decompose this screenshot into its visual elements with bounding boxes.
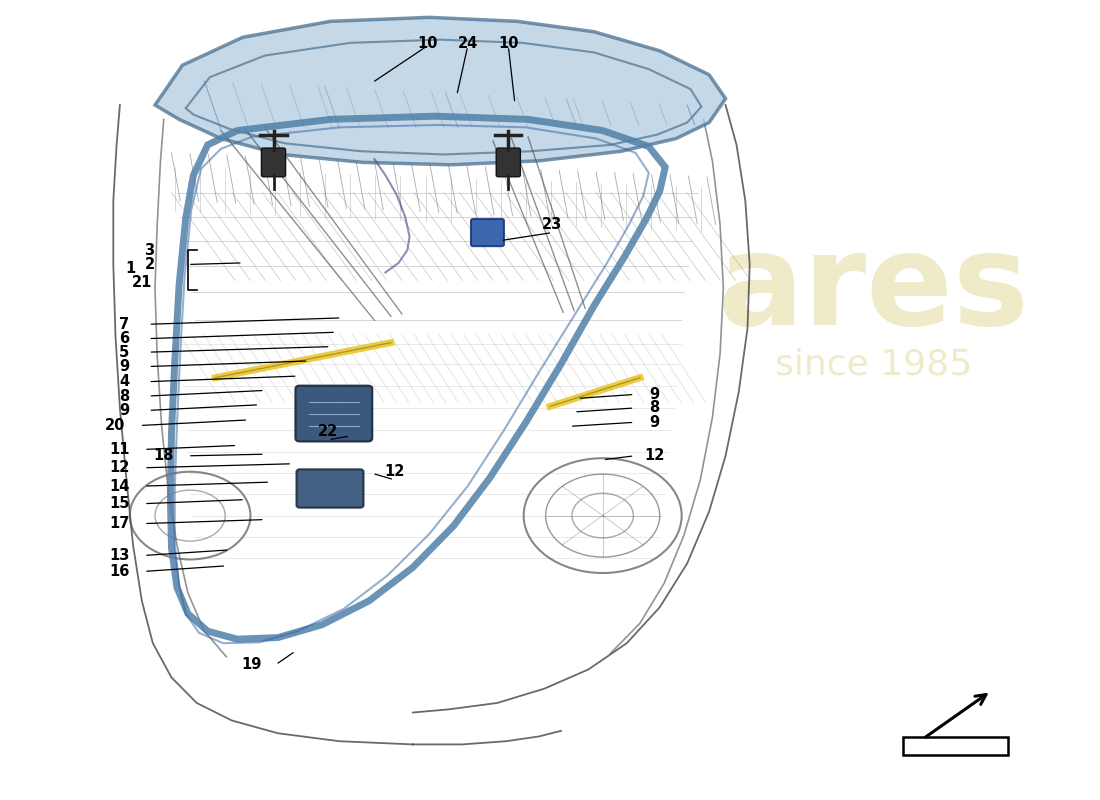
Text: 9: 9	[649, 387, 659, 402]
FancyBboxPatch shape	[262, 148, 286, 177]
Text: 7: 7	[119, 317, 130, 332]
FancyBboxPatch shape	[297, 470, 363, 508]
Text: 23: 23	[542, 217, 562, 232]
Text: 8: 8	[119, 389, 130, 403]
Text: 9: 9	[649, 415, 659, 430]
Text: 10: 10	[498, 36, 518, 51]
Text: 9: 9	[119, 359, 130, 374]
Text: 1: 1	[125, 261, 136, 276]
Text: 9: 9	[119, 403, 130, 418]
Text: 3: 3	[144, 242, 155, 258]
Text: 14: 14	[110, 478, 130, 494]
Text: 12: 12	[384, 464, 405, 479]
Text: 21: 21	[132, 274, 152, 290]
Bar	[903, 738, 1008, 754]
Text: 19: 19	[241, 657, 262, 672]
Text: 11: 11	[110, 442, 130, 457]
Text: 4: 4	[119, 374, 130, 389]
Text: 24: 24	[458, 36, 477, 51]
Text: ares: ares	[718, 227, 1030, 353]
Text: 6: 6	[119, 331, 130, 346]
Text: 8: 8	[649, 401, 659, 415]
Text: 15: 15	[110, 496, 130, 511]
Text: 13: 13	[110, 548, 130, 563]
Text: 12: 12	[110, 460, 130, 475]
FancyBboxPatch shape	[296, 386, 372, 442]
Text: since 1985: since 1985	[776, 347, 972, 381]
Text: 5: 5	[119, 345, 130, 360]
Text: 16: 16	[110, 564, 130, 579]
Text: 18: 18	[154, 448, 174, 463]
Text: 20: 20	[106, 418, 125, 433]
Text: 17: 17	[110, 516, 130, 531]
Text: 2: 2	[144, 257, 155, 272]
FancyBboxPatch shape	[496, 148, 520, 177]
Polygon shape	[155, 18, 726, 165]
FancyBboxPatch shape	[471, 219, 504, 246]
Text: 10: 10	[417, 36, 438, 51]
Text: 22: 22	[318, 424, 339, 439]
Text: 12: 12	[644, 448, 664, 463]
